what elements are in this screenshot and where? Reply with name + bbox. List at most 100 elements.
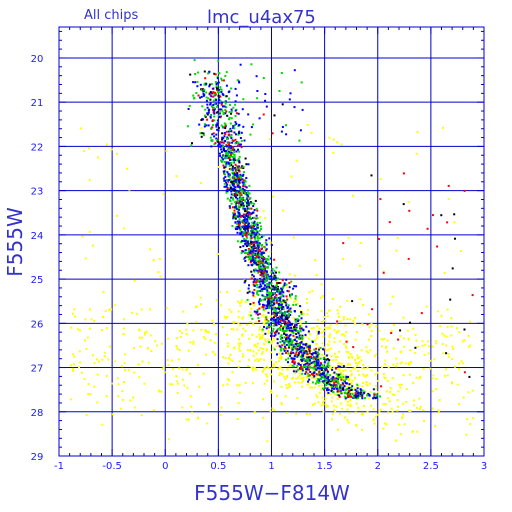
data-point [219,413,222,416]
data-point [272,318,275,321]
data-point [246,349,249,351]
data-point [223,135,226,138]
data-point [241,174,244,177]
data-point [236,173,239,176]
data-point [252,211,255,214]
data-point [335,332,338,334]
data-point [327,374,330,377]
data-point [291,330,294,333]
data-point [248,256,251,259]
data-point [204,108,207,111]
data-point [403,423,406,426]
data-point [262,303,264,306]
data-point [245,210,248,213]
data-point [253,411,256,414]
data-point [213,143,216,146]
data-point [236,191,239,194]
data-point [240,131,243,134]
data-point [307,330,310,333]
data-point [335,377,338,380]
data-point [89,308,92,311]
data-point [240,203,243,206]
data-point [240,146,243,149]
data-point [332,151,335,154]
data-point [232,171,234,174]
data-point [466,418,469,421]
data-point [286,350,289,353]
data-point [311,386,313,389]
data-point [254,241,257,244]
data-point [228,188,231,191]
data-point [449,298,452,301]
data-point [324,397,327,400]
data-point [288,312,290,315]
data-point [84,257,87,260]
data-point [283,340,286,343]
data-point [278,292,281,295]
data-point [256,221,259,224]
data-point [225,161,228,164]
data-point [252,281,255,284]
data-point [192,94,195,97]
data-point [373,422,376,425]
data-point [247,242,250,245]
data-point [264,280,267,282]
data-point [238,213,241,216]
data-point [186,322,189,325]
data-point [290,357,293,360]
data-point [292,304,295,306]
data-point [274,321,277,324]
data-point [277,311,280,314]
data-point [251,245,254,248]
data-point [288,282,291,284]
data-point [340,391,343,394]
data-point [422,409,425,412]
data-point [202,336,205,339]
data-point [238,186,241,189]
data-point [362,373,365,376]
data-point [427,352,430,355]
data-point [343,416,346,419]
data-point [440,214,443,217]
data-point [284,301,287,304]
data-point [272,320,275,323]
data-point [311,290,314,293]
data-point [250,224,253,227]
data-point [299,322,302,325]
data-point [242,216,245,219]
data-point [468,375,471,378]
data-point [289,333,292,336]
data-point [279,329,282,331]
data-point [352,320,355,322]
data-point [328,383,331,386]
data-point [275,271,277,274]
data-point [367,397,370,400]
data-point [290,280,293,283]
data-point [299,333,302,336]
data-point [228,175,231,178]
data-point [387,366,390,369]
data-point [235,215,238,218]
data-point [237,180,239,183]
data-point [255,75,258,78]
data-point [256,90,259,92]
data-point [217,114,220,117]
data-point [402,337,405,340]
data-point [275,301,278,304]
data-point [236,169,238,172]
data-point [230,310,233,313]
data-point [310,363,313,366]
data-point [253,202,255,205]
data-point [274,320,277,323]
data-point [257,256,260,259]
data-point [175,375,178,378]
data-point [375,325,378,328]
data-point [340,371,343,374]
data-point [250,241,252,244]
data-point [253,209,256,211]
data-point [346,400,349,403]
data-point [226,378,229,381]
data-point [275,344,278,347]
data-point [334,352,336,355]
